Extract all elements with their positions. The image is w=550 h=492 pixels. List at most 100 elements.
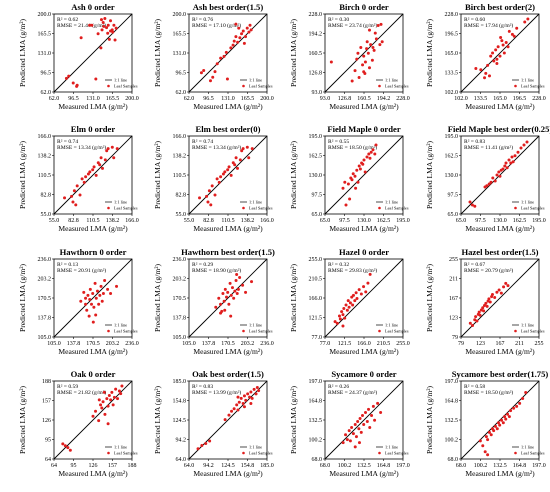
leaf-sample-point <box>241 283 245 287</box>
leaf-sample-point <box>236 287 240 291</box>
legend-line-label: 1:1 line <box>114 445 127 450</box>
leaf-sample-point <box>354 186 358 190</box>
leaf-sample-point <box>252 387 256 391</box>
leaf-sample-point <box>254 392 258 396</box>
y-tick-label: 97.5 <box>448 193 459 199</box>
panel-title: Oak best order(1.5) <box>192 369 264 379</box>
y-axis-label: Predicted LMA (g/m²) <box>425 18 434 87</box>
x-tick-label: 197.0 <box>396 463 410 469</box>
x-tick-label: 203.2 <box>106 341 120 347</box>
x-tick-label: 210.5 <box>377 341 391 347</box>
leaf-sample-point <box>358 167 362 171</box>
leaf-sample-point <box>493 179 497 183</box>
legend-line-label: 1:1 line <box>249 78 262 83</box>
x-tick-label: 131.0 <box>86 96 100 102</box>
leaf-sample-point <box>85 308 89 312</box>
x-tick-label: 167 <box>496 341 505 347</box>
leaf-sample-point <box>230 286 234 290</box>
leaf-sample-point <box>106 31 110 35</box>
scatter-panel: Elm 0 order 55.0 82.8 110.5 138.2 166.0 55.0 82… <box>18 124 139 233</box>
y-tick-label: 105.0 <box>38 335 52 341</box>
leaf-sample-point <box>365 40 369 44</box>
leaf-sample-point <box>486 438 490 442</box>
legend-point-label: Leaf Samples <box>114 451 138 456</box>
leaf-sample-point <box>335 321 339 325</box>
leaf-sample-point <box>86 293 90 297</box>
leaf-sample-point <box>509 161 513 165</box>
leaf-sample-point <box>343 316 347 320</box>
legend-line-label: 1:1 line <box>385 445 398 450</box>
leaf-sample-point <box>213 193 217 197</box>
leaf-sample-point <box>515 26 519 30</box>
leaf-sample-point <box>94 77 98 81</box>
leaf-sample-point <box>112 395 116 399</box>
leaf-sample-point <box>119 392 123 396</box>
leaf-sample-point <box>489 54 493 58</box>
x-tick-label: 195.0 <box>532 218 546 224</box>
r2-label: R² = 0.74 <box>57 139 78 145</box>
panel-title: Birch best order(2) <box>465 2 535 12</box>
leaf-sample-point <box>374 37 378 41</box>
y-tick-label: 124.5 <box>173 418 187 424</box>
leaf-sample-point <box>227 302 231 306</box>
x-tick-label: 132.5 <box>493 463 507 469</box>
legend-line-label: 1:1 line <box>521 323 534 328</box>
leaf-sample-point <box>354 291 358 295</box>
leaf-sample-point <box>376 401 380 405</box>
x-tick-label: 126 <box>89 463 98 469</box>
leaf-sample-point <box>102 390 106 394</box>
x-tick-label: 166.0 <box>125 218 139 224</box>
leaf-sample-point <box>341 324 345 328</box>
x-tick-label: 133.5 <box>474 96 488 102</box>
leaf-sample-point <box>501 43 505 47</box>
leaf-sample-point <box>111 30 115 34</box>
legend-point-swatch <box>378 329 381 333</box>
x-axis-label: Measured LMA (g/m²) <box>58 469 128 478</box>
leaf-sample-point <box>74 203 78 207</box>
leaf-sample-point <box>64 76 68 80</box>
leaf-sample-point <box>100 166 104 170</box>
scatter-panel: Field Maple 0 order 65.0 97.5 130.0 162.5 195… <box>289 124 410 233</box>
leaf-sample-point <box>362 423 366 427</box>
leaf-sample-point <box>363 170 367 174</box>
leaf-sample-point <box>371 46 375 50</box>
leaf-sample-point <box>225 295 229 299</box>
scatter-panel: Birch 0 order 93.0 126.8 160.5 194.2 228.0 93.… <box>289 2 410 111</box>
y-tick-label: 82.8 <box>176 193 187 199</box>
x-tick-label: 82.8 <box>203 218 214 224</box>
leaf-sample-point <box>94 313 98 317</box>
y-tick-label: 255 <box>449 257 458 263</box>
y-tick-label: 164.8 <box>309 399 323 405</box>
leaf-sample-point <box>93 281 97 285</box>
scatter-panel: Field Maple best order(0.25) 65.0 97.5 130.… <box>425 124 550 233</box>
leaf-sample-point <box>67 74 71 78</box>
legend-point-swatch <box>242 329 245 333</box>
leaf-sample-point <box>110 390 114 394</box>
scatter-panel: Hazel 0 order 77.0 121.5 166.0 210.5 255.0 77.… <box>289 247 410 356</box>
x-tick-label: 200.0 <box>125 96 139 102</box>
y-tick-label: 160.5 <box>309 51 323 57</box>
x-tick-label: 170.5 <box>221 341 235 347</box>
leaf-sample-point <box>492 429 496 433</box>
leaf-sample-point <box>498 423 502 427</box>
leaf-sample-point <box>504 161 508 165</box>
legend-point-label: Leaf Samples <box>249 451 273 456</box>
x-tick-label: 62.0 <box>49 96 60 102</box>
legend-point-label: Leaf Samples <box>385 84 409 89</box>
legend-point-swatch <box>514 84 517 88</box>
panel-title: Birch 0 order <box>339 2 389 12</box>
leaf-sample-point <box>245 26 249 30</box>
y-axis-label: Predicted LMA (g/m²) <box>18 140 27 209</box>
y-tick-label: 196.5 <box>445 32 459 38</box>
x-tick-label: 236.0 <box>260 341 274 347</box>
leaf-sample-point <box>483 450 487 454</box>
panel-title: Oak 0 order <box>71 369 116 379</box>
x-tick-label: 65.0 <box>456 218 467 224</box>
x-tick-label: 164.8 <box>513 463 527 469</box>
leaf-sample-point <box>483 76 487 80</box>
x-tick-label: 126.8 <box>338 96 352 102</box>
r2-label: R² = 0.26 <box>328 384 349 390</box>
leaf-sample-point <box>473 204 477 208</box>
leaf-sample-point <box>471 323 475 327</box>
y-axis-label: Predicted LMA (g/m²) <box>289 18 298 87</box>
